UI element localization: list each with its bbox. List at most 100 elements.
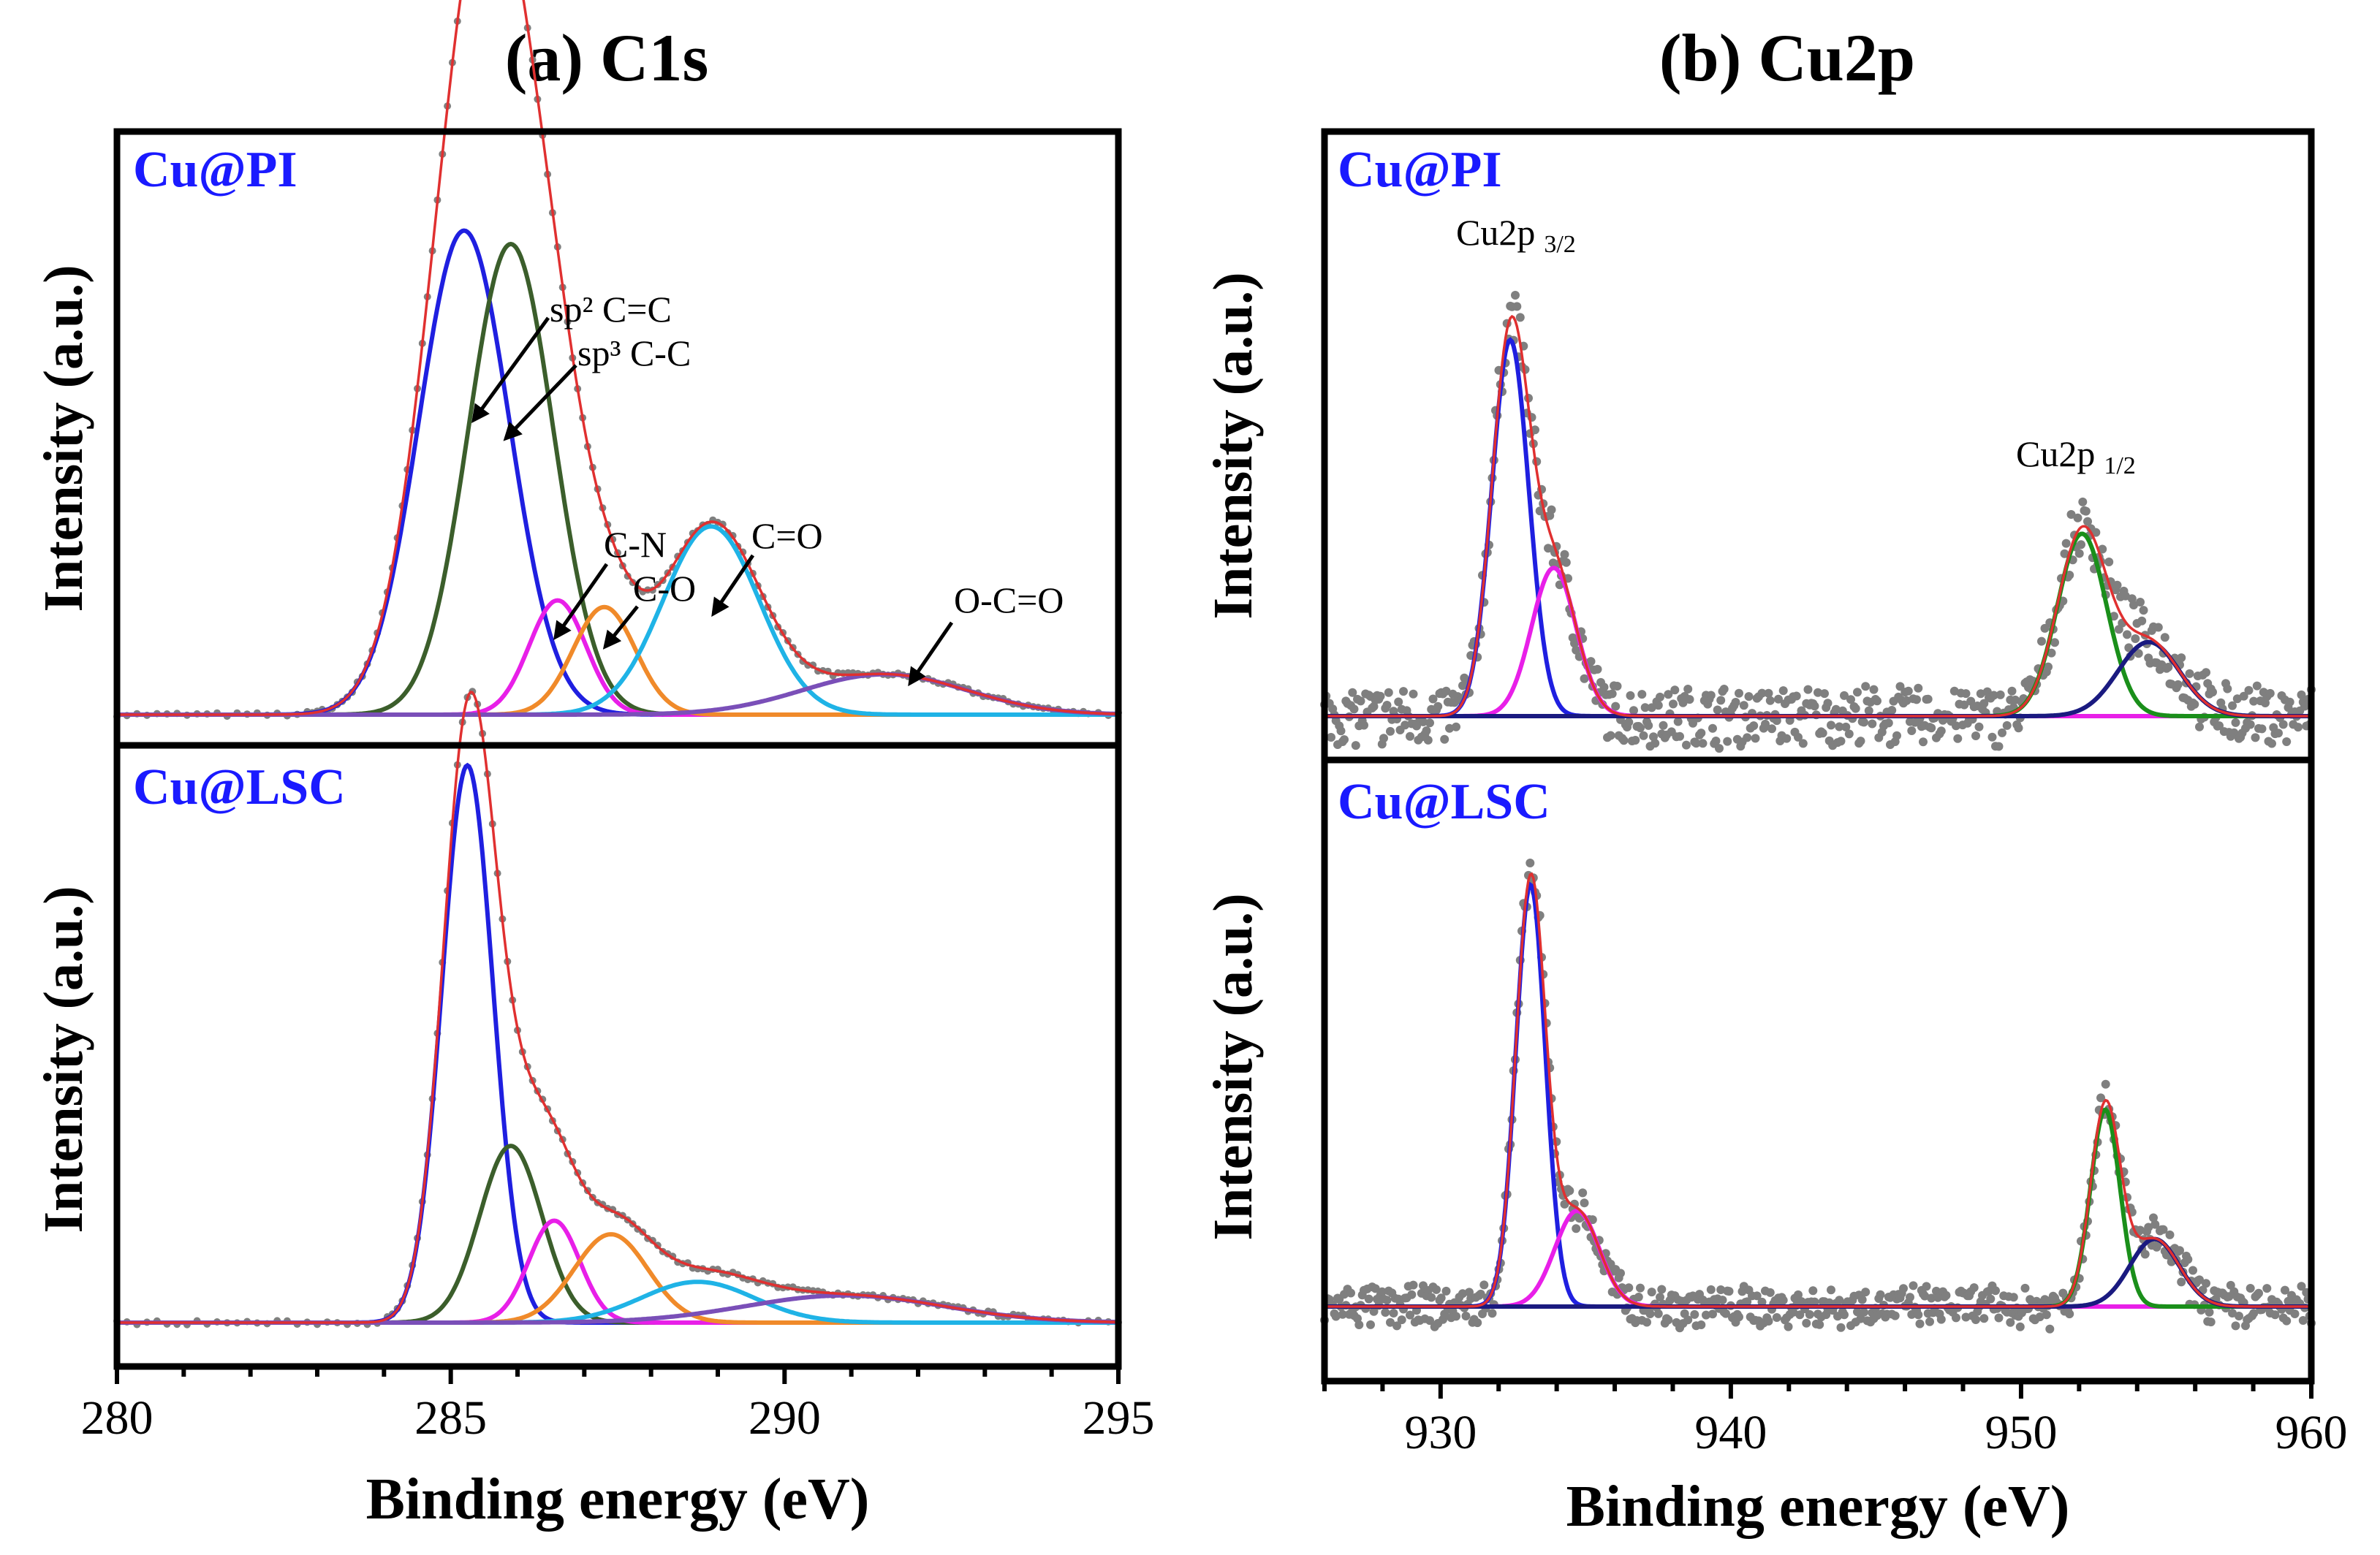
raw-point [2251, 733, 2260, 742]
raw-point [2098, 544, 2107, 554]
raw-point [1369, 1307, 1379, 1316]
raw-point [1743, 733, 1752, 742]
raw-point [1382, 701, 1392, 710]
raw-point [2077, 540, 2085, 550]
raw-point [1873, 696, 1881, 706]
annotation-c-o-double: C=O [751, 515, 823, 556]
raw-point [1961, 689, 1971, 699]
raw-point [1664, 690, 1673, 699]
panel-a-title: (a) C1s [505, 20, 709, 95]
raw-point [2123, 630, 2131, 639]
annotation-cu2p-1-2-text: Cu2p [2016, 433, 2095, 474]
raw-point [1818, 729, 1827, 738]
x-tick-label: 290 [749, 1391, 821, 1445]
raw-point [1765, 1288, 1775, 1297]
raw-point [2206, 1318, 2216, 1327]
raw-point [1706, 691, 1716, 700]
raw-point [2265, 688, 2275, 698]
raw-point [1364, 1294, 1373, 1304]
raw-point [2257, 724, 2267, 734]
raw-point [2175, 1246, 2184, 1255]
raw-point [1593, 664, 1602, 674]
raw-point [2205, 1307, 2214, 1317]
raw-point [1808, 1286, 1818, 1296]
raw-point [1578, 1188, 1588, 1198]
raw-point [1441, 1286, 1451, 1296]
raw-point [1629, 706, 1638, 715]
raw-point [1971, 1315, 1980, 1324]
raw-point [1909, 1281, 1918, 1290]
annotation-sp2: sp² C=C [550, 289, 672, 330]
raw-point [1846, 695, 1855, 704]
raw-point [1526, 859, 1535, 867]
raw-point [1887, 706, 1897, 715]
panel-a-x-axis: 280 285 290 295 [81, 1366, 1155, 1445]
annotation-sp2-text: sp² C=C [550, 289, 672, 330]
raw-point [1690, 1309, 1699, 1319]
raw-point [1401, 721, 1410, 730]
raw-point [1452, 1312, 1460, 1321]
raw-point [1933, 1293, 1943, 1302]
raw-point [2235, 1312, 2243, 1320]
raw-point [1853, 1307, 1862, 1317]
a1-envelope [117, 691, 1119, 1324]
raw-point [2267, 739, 2276, 748]
raw-point [1840, 691, 1849, 700]
raw-point [2231, 1321, 2240, 1331]
arrow-c-o-double [711, 554, 755, 617]
raw-point [1795, 1310, 1805, 1320]
raw-point [1461, 1312, 1471, 1320]
raw-point [1379, 734, 1388, 743]
raw-point [1810, 1297, 1819, 1307]
raw-point [2282, 1316, 2292, 1326]
raw-point [2091, 528, 2101, 537]
raw-point [1857, 1295, 1867, 1304]
raw-point [2159, 1225, 2168, 1234]
raw-point [1356, 696, 1365, 706]
raw-point [2164, 663, 2173, 672]
raw-point [1624, 718, 1634, 727]
a1-peak-0 [117, 762, 1118, 1325]
raw-point [1377, 1287, 1387, 1296]
raw-point [1425, 718, 1434, 728]
raw-point [1651, 739, 1660, 748]
raw-point [2190, 699, 2199, 709]
raw-point [1706, 1285, 1716, 1294]
raw-point [1419, 717, 1428, 726]
raw-point [1381, 1308, 1390, 1317]
raw-point [1653, 701, 1663, 710]
raw-point [1636, 723, 1645, 733]
raw-point [2231, 718, 2240, 727]
raw-point [1340, 735, 1349, 745]
x-tick-label: 280 [81, 1391, 154, 1445]
b0-envelope [1324, 314, 2311, 718]
raw-point [2140, 1250, 2150, 1259]
raw-point [1906, 1293, 1914, 1302]
raw-point [1611, 702, 1621, 711]
raw-point [1612, 682, 1622, 691]
raw-point [1349, 704, 1359, 714]
raw-point [1708, 723, 1717, 733]
arrow-sp2 [471, 316, 550, 424]
raw-point [2246, 1284, 2255, 1293]
raw-point [1366, 1320, 1375, 1329]
raw-point [1624, 1283, 1634, 1293]
raw-point [1868, 719, 1877, 729]
raw-point [1336, 726, 1346, 736]
raw-point [2223, 684, 2232, 693]
raw-point [2073, 513, 2082, 522]
x-tick-label: 940 [1694, 1406, 1767, 1459]
annotation-co: C-O [633, 568, 696, 609]
annotation-cu2p-3-2: Cu2p 3/2 [1456, 212, 1576, 258]
raw-point [2096, 1093, 2105, 1103]
raw-point [2020, 1283, 2030, 1293]
raw-point [1914, 683, 1923, 693]
raw-point [1989, 691, 1998, 700]
a0-peak-3 [117, 604, 1118, 717]
raw-point [1976, 689, 1985, 699]
raw-point [1382, 1296, 1392, 1305]
raw-point [1422, 726, 1431, 735]
raw-point [1719, 685, 1729, 693]
raw-point [1802, 1318, 1811, 1328]
